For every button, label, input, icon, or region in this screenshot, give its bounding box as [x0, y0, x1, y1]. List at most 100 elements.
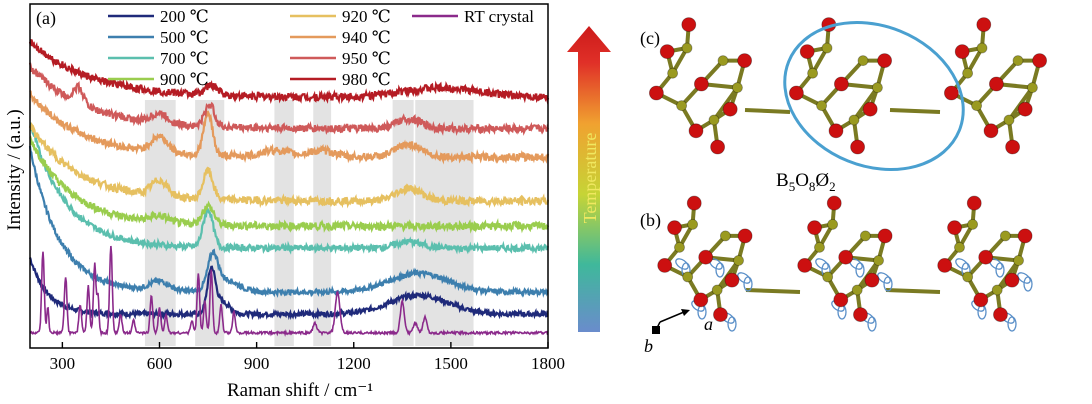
boron-atom	[848, 114, 860, 126]
legend-label: 940 ℃	[342, 28, 391, 47]
panel-label-a: (a)	[36, 8, 56, 29]
oxygen-atom	[877, 228, 893, 244]
boron-atom	[962, 67, 973, 79]
legend-label: 920 ℃	[342, 7, 391, 26]
legend-label: 950 ℃	[342, 49, 391, 68]
series-line	[28, 257, 549, 321]
bond	[852, 86, 880, 122]
boron-atom	[967, 218, 978, 230]
displacement-ellipsoid	[743, 276, 753, 292]
panel-label-c: (c)	[640, 28, 660, 49]
boron-atom	[681, 42, 693, 54]
boron-atom	[971, 100, 982, 111]
bond	[712, 86, 740, 122]
x-axis-ticks: 300 600 900 1200 1500 1800	[50, 342, 565, 373]
oxygen-atom	[688, 123, 704, 139]
structural-unit-highlight	[783, 21, 965, 171]
oxygen-atom	[853, 307, 868, 323]
oxygen-atom	[864, 272, 880, 288]
displacement-ellipsoid	[855, 262, 865, 278]
temperature-arrow-shape	[567, 26, 611, 332]
oxygen-atom	[826, 195, 842, 211]
oxygen-atom	[649, 85, 664, 101]
axis-a-label: a	[704, 314, 713, 334]
series-line	[29, 122, 550, 255]
oxygen-atom	[737, 228, 753, 244]
oxygen-atom	[1017, 101, 1033, 117]
bond	[744, 108, 791, 114]
oxygen-atom	[989, 76, 1004, 92]
oxygen-atom	[947, 220, 962, 236]
oxygen-atom	[976, 17, 992, 33]
oxygen-atom	[983, 123, 999, 139]
series-line	[28, 122, 550, 209]
displacement-ellipsoid	[1017, 272, 1031, 284]
boron-atom	[814, 241, 825, 253]
oxygen-atom	[828, 123, 844, 139]
boron-atom	[872, 82, 883, 93]
bond	[1007, 86, 1035, 122]
boron-atom	[1027, 82, 1038, 93]
boron-atom	[711, 284, 723, 296]
oxygen-atom	[834, 76, 849, 92]
panel-label-b: (b)	[640, 210, 661, 231]
oxygen-atom	[667, 220, 682, 236]
boron-atom	[976, 42, 988, 54]
oxygen-atom	[789, 85, 804, 101]
formula-label: B5O8Ø2	[776, 170, 836, 194]
x-axis-label: Raman shift / cm⁻¹	[227, 380, 373, 401]
displacement-ellipsoid	[995, 262, 1005, 278]
displacement-ellipsoid	[1007, 316, 1017, 332]
boron-atom	[954, 241, 965, 253]
legend-label: 980 ℃	[342, 70, 391, 89]
bond	[745, 288, 801, 294]
oxygen-atom	[1004, 272, 1020, 288]
oxygen-atom	[686, 195, 702, 211]
boron-atom	[1012, 55, 1024, 66]
boron-atom	[1013, 255, 1024, 266]
series-line	[28, 39, 550, 105]
oxygen-atom	[698, 249, 714, 265]
oxygen-atom	[1017, 228, 1033, 244]
displacement-ellipsoid	[867, 316, 877, 332]
oxygen-atom	[1005, 139, 1020, 155]
displacement-ellipsoid	[883, 276, 893, 292]
plot-frame	[29, 3, 549, 349]
boron-atom	[682, 271, 694, 283]
oxygen-atom	[838, 249, 854, 265]
x-tick-label: 900	[244, 354, 270, 373]
legend-label: 700 ℃	[160, 49, 209, 68]
spectra-series	[28, 39, 550, 338]
oxygen-atom	[973, 292, 989, 308]
boron-atom	[733, 255, 744, 266]
legend-label: 500 ℃	[160, 28, 209, 47]
displacement-ellipsoid	[737, 272, 751, 284]
boron-atom	[851, 284, 863, 296]
x-tick-label: 1500	[434, 354, 468, 373]
oxygen-atom	[694, 76, 709, 92]
displacement-ellipsoid	[675, 258, 689, 270]
oxygen-atom	[807, 220, 822, 236]
boron-atom	[860, 230, 871, 242]
boron-atom	[708, 114, 720, 126]
oxygen-atom	[862, 101, 878, 117]
boron-atom	[873, 255, 884, 266]
temperature-label: Temperature	[580, 133, 600, 224]
oxygen-atom	[713, 307, 728, 323]
structure-c: (c) B5O8Ø2	[640, 17, 1047, 194]
oxygen-atom	[877, 53, 892, 68]
raman-chart: 300 600 900 1200 1500 1800 (a) Raman shift / …	[4, 3, 565, 401]
x-tick-label: 300	[50, 354, 76, 373]
boron-atom	[1000, 230, 1011, 242]
oxygen-atom	[937, 257, 953, 273]
series-line	[29, 245, 549, 338]
series-line	[28, 62, 550, 136]
oxygen-atom	[966, 195, 982, 211]
oxygen-atom	[657, 257, 673, 273]
oxygen-atom	[710, 139, 725, 155]
boron-atom	[807, 67, 818, 79]
displacement-ellipsoids	[675, 258, 1033, 332]
boron-atom	[676, 100, 687, 111]
temperature-arrow: Temperature	[567, 26, 611, 332]
